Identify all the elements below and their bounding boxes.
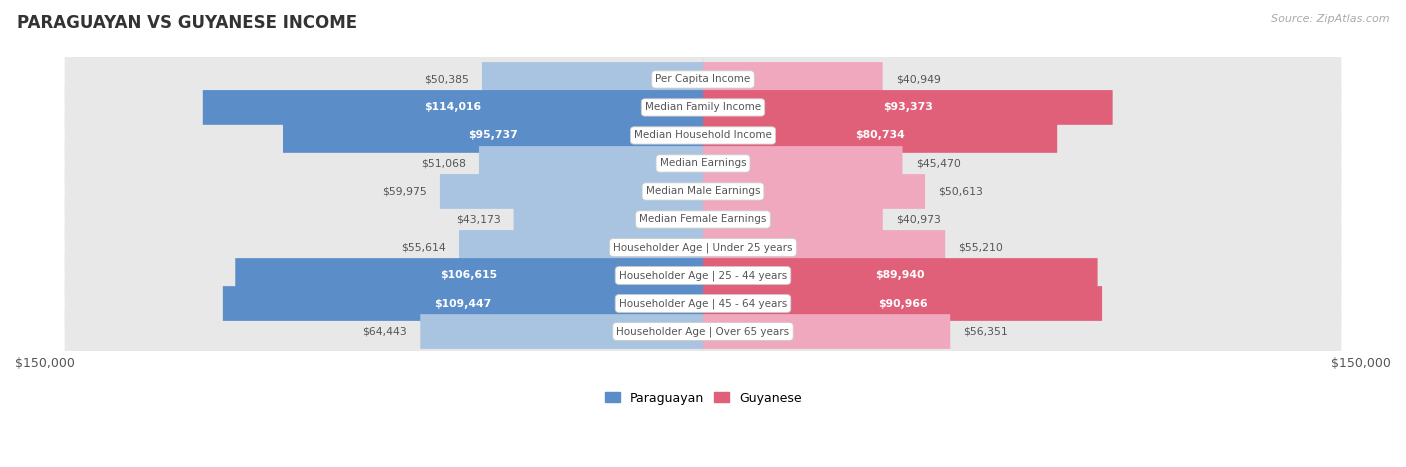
Text: $40,973: $40,973 <box>896 214 941 225</box>
FancyBboxPatch shape <box>440 174 703 209</box>
FancyBboxPatch shape <box>65 281 1341 326</box>
Text: Per Capita Income: Per Capita Income <box>655 74 751 85</box>
Text: $90,966: $90,966 <box>877 298 928 309</box>
Text: $64,443: $64,443 <box>363 326 408 337</box>
FancyBboxPatch shape <box>222 286 703 321</box>
Text: $51,068: $51,068 <box>420 158 465 169</box>
Text: $109,447: $109,447 <box>434 298 492 309</box>
Text: Median Female Earnings: Median Female Earnings <box>640 214 766 225</box>
FancyBboxPatch shape <box>235 258 703 293</box>
FancyBboxPatch shape <box>703 62 883 97</box>
FancyBboxPatch shape <box>703 146 903 181</box>
FancyBboxPatch shape <box>65 113 1341 158</box>
Text: $106,615: $106,615 <box>440 270 498 281</box>
Text: $56,351: $56,351 <box>963 326 1008 337</box>
FancyBboxPatch shape <box>65 197 1341 242</box>
FancyBboxPatch shape <box>65 309 1341 354</box>
FancyBboxPatch shape <box>513 202 703 237</box>
Text: Median Earnings: Median Earnings <box>659 158 747 169</box>
Text: $114,016: $114,016 <box>425 102 481 113</box>
FancyBboxPatch shape <box>65 57 1341 102</box>
Text: Householder Age | Under 25 years: Householder Age | Under 25 years <box>613 242 793 253</box>
Text: $55,210: $55,210 <box>959 242 1004 253</box>
Text: $50,613: $50,613 <box>938 186 983 197</box>
FancyBboxPatch shape <box>479 146 703 181</box>
FancyBboxPatch shape <box>703 174 925 209</box>
Text: Median Household Income: Median Household Income <box>634 130 772 141</box>
Text: $45,470: $45,470 <box>915 158 960 169</box>
Text: Median Family Income: Median Family Income <box>645 102 761 113</box>
Text: $59,975: $59,975 <box>382 186 427 197</box>
Text: $43,173: $43,173 <box>456 214 501 225</box>
Text: PARAGUAYAN VS GUYANESE INCOME: PARAGUAYAN VS GUYANESE INCOME <box>17 14 357 32</box>
FancyBboxPatch shape <box>703 202 883 237</box>
FancyBboxPatch shape <box>703 230 945 265</box>
FancyBboxPatch shape <box>482 62 703 97</box>
FancyBboxPatch shape <box>65 85 1341 130</box>
FancyBboxPatch shape <box>703 286 1102 321</box>
FancyBboxPatch shape <box>65 253 1341 298</box>
FancyBboxPatch shape <box>65 169 1341 214</box>
FancyBboxPatch shape <box>703 314 950 349</box>
FancyBboxPatch shape <box>202 90 703 125</box>
Text: Householder Age | 25 - 44 years: Householder Age | 25 - 44 years <box>619 270 787 281</box>
Text: Source: ZipAtlas.com: Source: ZipAtlas.com <box>1271 14 1389 24</box>
Text: $50,385: $50,385 <box>425 74 468 85</box>
Text: $93,373: $93,373 <box>883 102 932 113</box>
Text: Median Male Earnings: Median Male Earnings <box>645 186 761 197</box>
FancyBboxPatch shape <box>703 90 1112 125</box>
Text: $80,734: $80,734 <box>855 130 905 141</box>
FancyBboxPatch shape <box>420 314 703 349</box>
Text: $95,737: $95,737 <box>468 130 517 141</box>
Text: Householder Age | Over 65 years: Householder Age | Over 65 years <box>616 326 790 337</box>
FancyBboxPatch shape <box>283 118 703 153</box>
Text: Householder Age | 45 - 64 years: Householder Age | 45 - 64 years <box>619 298 787 309</box>
FancyBboxPatch shape <box>703 118 1057 153</box>
FancyBboxPatch shape <box>458 230 703 265</box>
Text: $40,949: $40,949 <box>896 74 941 85</box>
Text: $55,614: $55,614 <box>401 242 446 253</box>
FancyBboxPatch shape <box>703 258 1098 293</box>
FancyBboxPatch shape <box>65 225 1341 270</box>
Legend: Paraguayan, Guyanese: Paraguayan, Guyanese <box>599 387 807 410</box>
Text: $89,940: $89,940 <box>876 270 925 281</box>
FancyBboxPatch shape <box>65 141 1341 186</box>
